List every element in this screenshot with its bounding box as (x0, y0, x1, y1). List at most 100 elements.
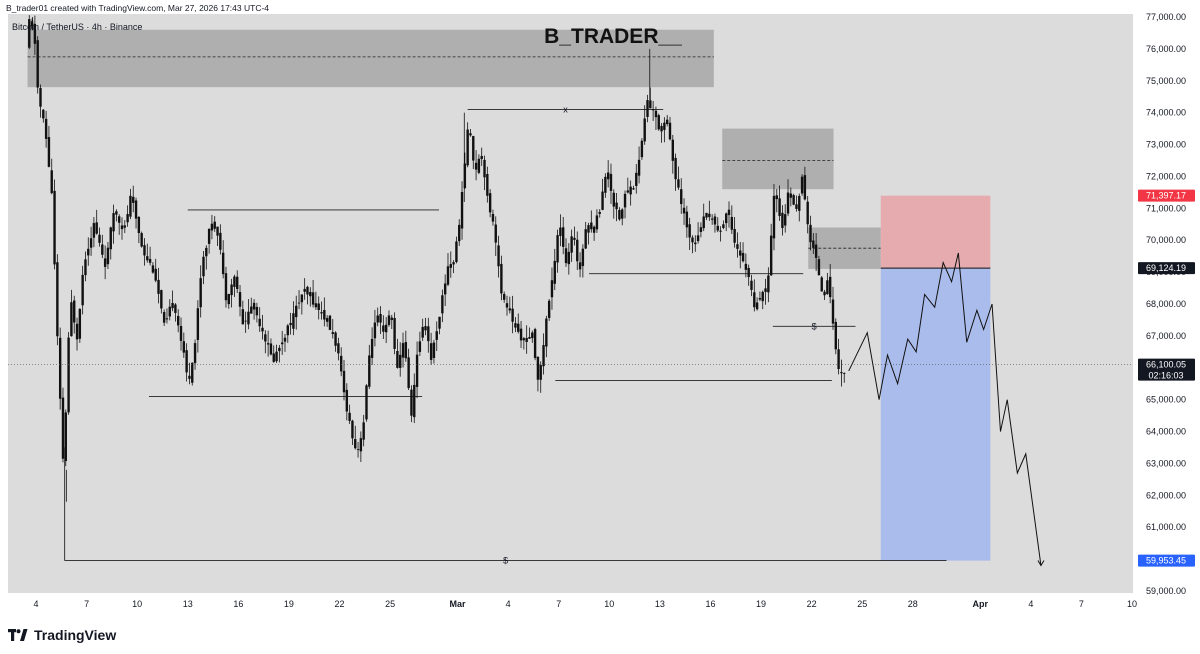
candle-body (542, 345, 545, 367)
candle-body (458, 224, 461, 242)
time-tick-label: 10 (1127, 599, 1137, 609)
candle-body (157, 279, 160, 294)
candle-body (28, 19, 31, 48)
zones-layer (27, 29, 991, 561)
candle-body (75, 323, 79, 340)
candle-body (165, 318, 169, 320)
candle-body (365, 385, 368, 420)
candle-body (753, 292, 756, 308)
candle-body (820, 277, 823, 292)
candle-body (221, 252, 225, 275)
candle-body (696, 235, 700, 242)
candle-body (834, 321, 837, 350)
candle-body (410, 389, 413, 416)
price-tick-label: 67,000.00 (1146, 331, 1186, 341)
candle-body (443, 283, 447, 295)
level-label: x (563, 104, 568, 114)
candle-body (806, 201, 809, 225)
symbol-info: Bitcoin / TetherUS · 4h · Binance (12, 22, 142, 32)
candle-body (573, 237, 576, 240)
candle-body (407, 357, 410, 389)
time-tick-label: 22 (807, 599, 817, 609)
candle-body (747, 267, 750, 278)
candle-body (595, 215, 599, 230)
candle-body (146, 256, 149, 261)
price-tick-label: 63,000.00 (1146, 458, 1186, 468)
candle-body (449, 264, 452, 268)
candle-body (812, 240, 815, 248)
candle-body (553, 260, 556, 284)
candle-body (233, 276, 236, 287)
candle-body (339, 355, 343, 372)
candle-body (435, 331, 438, 340)
candle-body (311, 292, 315, 305)
candle-body (466, 129, 469, 166)
current-price-tag (1138, 358, 1195, 381)
candle-body (505, 303, 509, 308)
candles-layer (28, 15, 846, 561)
candle-body (741, 252, 745, 262)
candle-body (188, 375, 191, 379)
candle-body (744, 263, 748, 270)
candle-body (193, 343, 197, 364)
candle-body (438, 316, 441, 329)
candle-body (415, 354, 419, 387)
supply-zone (27, 29, 714, 88)
candle-body (115, 211, 118, 215)
candle-body (241, 309, 245, 325)
candle-body (674, 157, 677, 180)
candle-body (750, 280, 753, 290)
candle-body (739, 250, 742, 256)
candle-body (244, 320, 247, 322)
candle-body (148, 258, 152, 263)
candle-body (269, 343, 273, 355)
candle-body (230, 284, 233, 296)
candle-body (300, 294, 304, 303)
time-tick-label: 25 (857, 599, 867, 609)
candle-body (654, 110, 658, 118)
candle-body (446, 266, 450, 285)
candle-body (390, 317, 393, 321)
candle-body (584, 229, 587, 249)
time-axis[interactable]: 4 7 10 13 16 19 22 25 Mar 4 7 10 13 16 19 22 25 28 Apr 4 7 10 (33, 599, 1137, 609)
stop-price-tag (1138, 189, 1195, 202)
price-tick-label: 73,000.00 (1146, 140, 1186, 150)
candle-body (716, 225, 719, 231)
candle-body (224, 273, 228, 301)
candle-body (387, 315, 391, 325)
candle-body (657, 115, 660, 130)
candle-body (396, 350, 399, 368)
candle-body (421, 326, 424, 338)
candle-body (306, 286, 309, 295)
candle-body (320, 312, 323, 314)
candle-body (786, 192, 790, 214)
candle-body (800, 176, 804, 194)
candle-body (463, 163, 467, 189)
candle-body (348, 412, 351, 421)
candle-body (550, 280, 554, 298)
candle-body (250, 306, 253, 314)
candle-body (609, 173, 613, 191)
price-tick-label: 71,000.00 (1146, 203, 1186, 213)
price-axis[interactable]: 77,000.00 76,000.00 75,000.00 74,000.00 73,0… (1146, 12, 1186, 596)
candle-body (562, 227, 565, 247)
candle-body (356, 449, 360, 450)
candle-body (480, 155, 483, 160)
candle-body (64, 412, 67, 462)
candle-body (455, 241, 458, 263)
candle-body (404, 342, 408, 359)
candle-body (160, 290, 163, 309)
candle-body (143, 245, 146, 256)
tradingview-brand[interactable]: TradingView (8, 626, 116, 644)
candle-body (334, 332, 337, 346)
candle-body (95, 222, 98, 234)
candle-body (840, 372, 843, 374)
candle-body (255, 306, 259, 316)
candle-body (769, 235, 773, 276)
price-tick-label: 59,000.00 (1146, 586, 1186, 596)
entry-price-tag-text: 69,124.19 (1146, 263, 1186, 273)
candle-body (283, 337, 287, 342)
candle-body (351, 420, 354, 439)
candle-body (724, 213, 728, 224)
